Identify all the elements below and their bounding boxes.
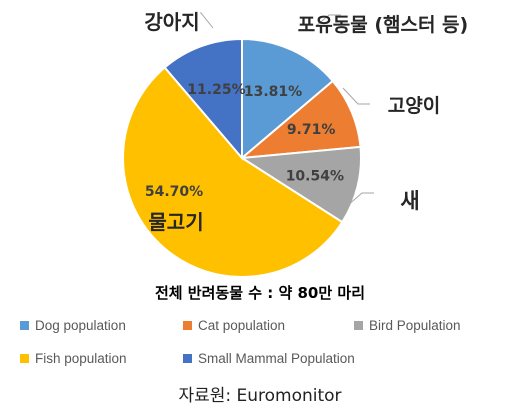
pie-slice-fish [122,66,344,278]
legend-label-bird: Bird Population [369,318,461,333]
legend-item-bird: Bird Population [354,318,461,333]
data-label-fish: 54.70% [145,184,203,200]
pie-slice-dog [241,37,335,161]
leader-line-mammal [200,12,214,29]
data-label-dog: 13.81% [244,84,302,100]
legend-item-fish: Fish population [20,351,127,366]
leader-line-dog [315,14,341,27]
pie-chart: 13.81% 포유동물 (햄스터 등) 9.71% 고양이 10.54% 새 54.70% 물… [122,10,468,278]
category-label-mammal: 강아지 [144,10,199,34]
legend-label-dog: Dog population [35,318,126,333]
data-label-cat: 9.71% [287,122,336,138]
category-label-cat: 고양이 [388,95,440,117]
legend-swatch-mammal [183,354,192,363]
legend-swatch-bird [354,321,363,330]
legend-label-mammal: Small Mammal Population [198,351,355,366]
legend-swatch-dog [20,321,29,330]
category-label-dog: 포유동물 (햄스터 등) [298,14,468,36]
legend-item-cat: Cat population [183,318,285,333]
legend-label-fish: Fish population [35,351,127,366]
legend-item-dog: Dog population [20,318,126,333]
leader-line-bird [346,192,374,207]
source-note: 자료원: Euromonitor [178,386,342,406]
category-label-bird: 새 [400,189,419,213]
legend-swatch-cat [183,321,192,330]
chart-subtitle: 전체 반려동물 수 : 약 80만 마리 [154,284,365,302]
data-label-bird: 10.54% [286,169,344,185]
category-label-fish: 물고기 [148,210,203,234]
pie-slice-bird [239,145,362,224]
legend-label-cat: Cat population [198,318,286,333]
pie-slice-mammal [163,37,243,161]
leader-line-cat [342,87,370,105]
legend-item-mammal: Small Mammal Population [183,351,355,366]
data-label-mammal: 11.25% [187,82,245,98]
legend-swatch-fish [20,354,29,363]
